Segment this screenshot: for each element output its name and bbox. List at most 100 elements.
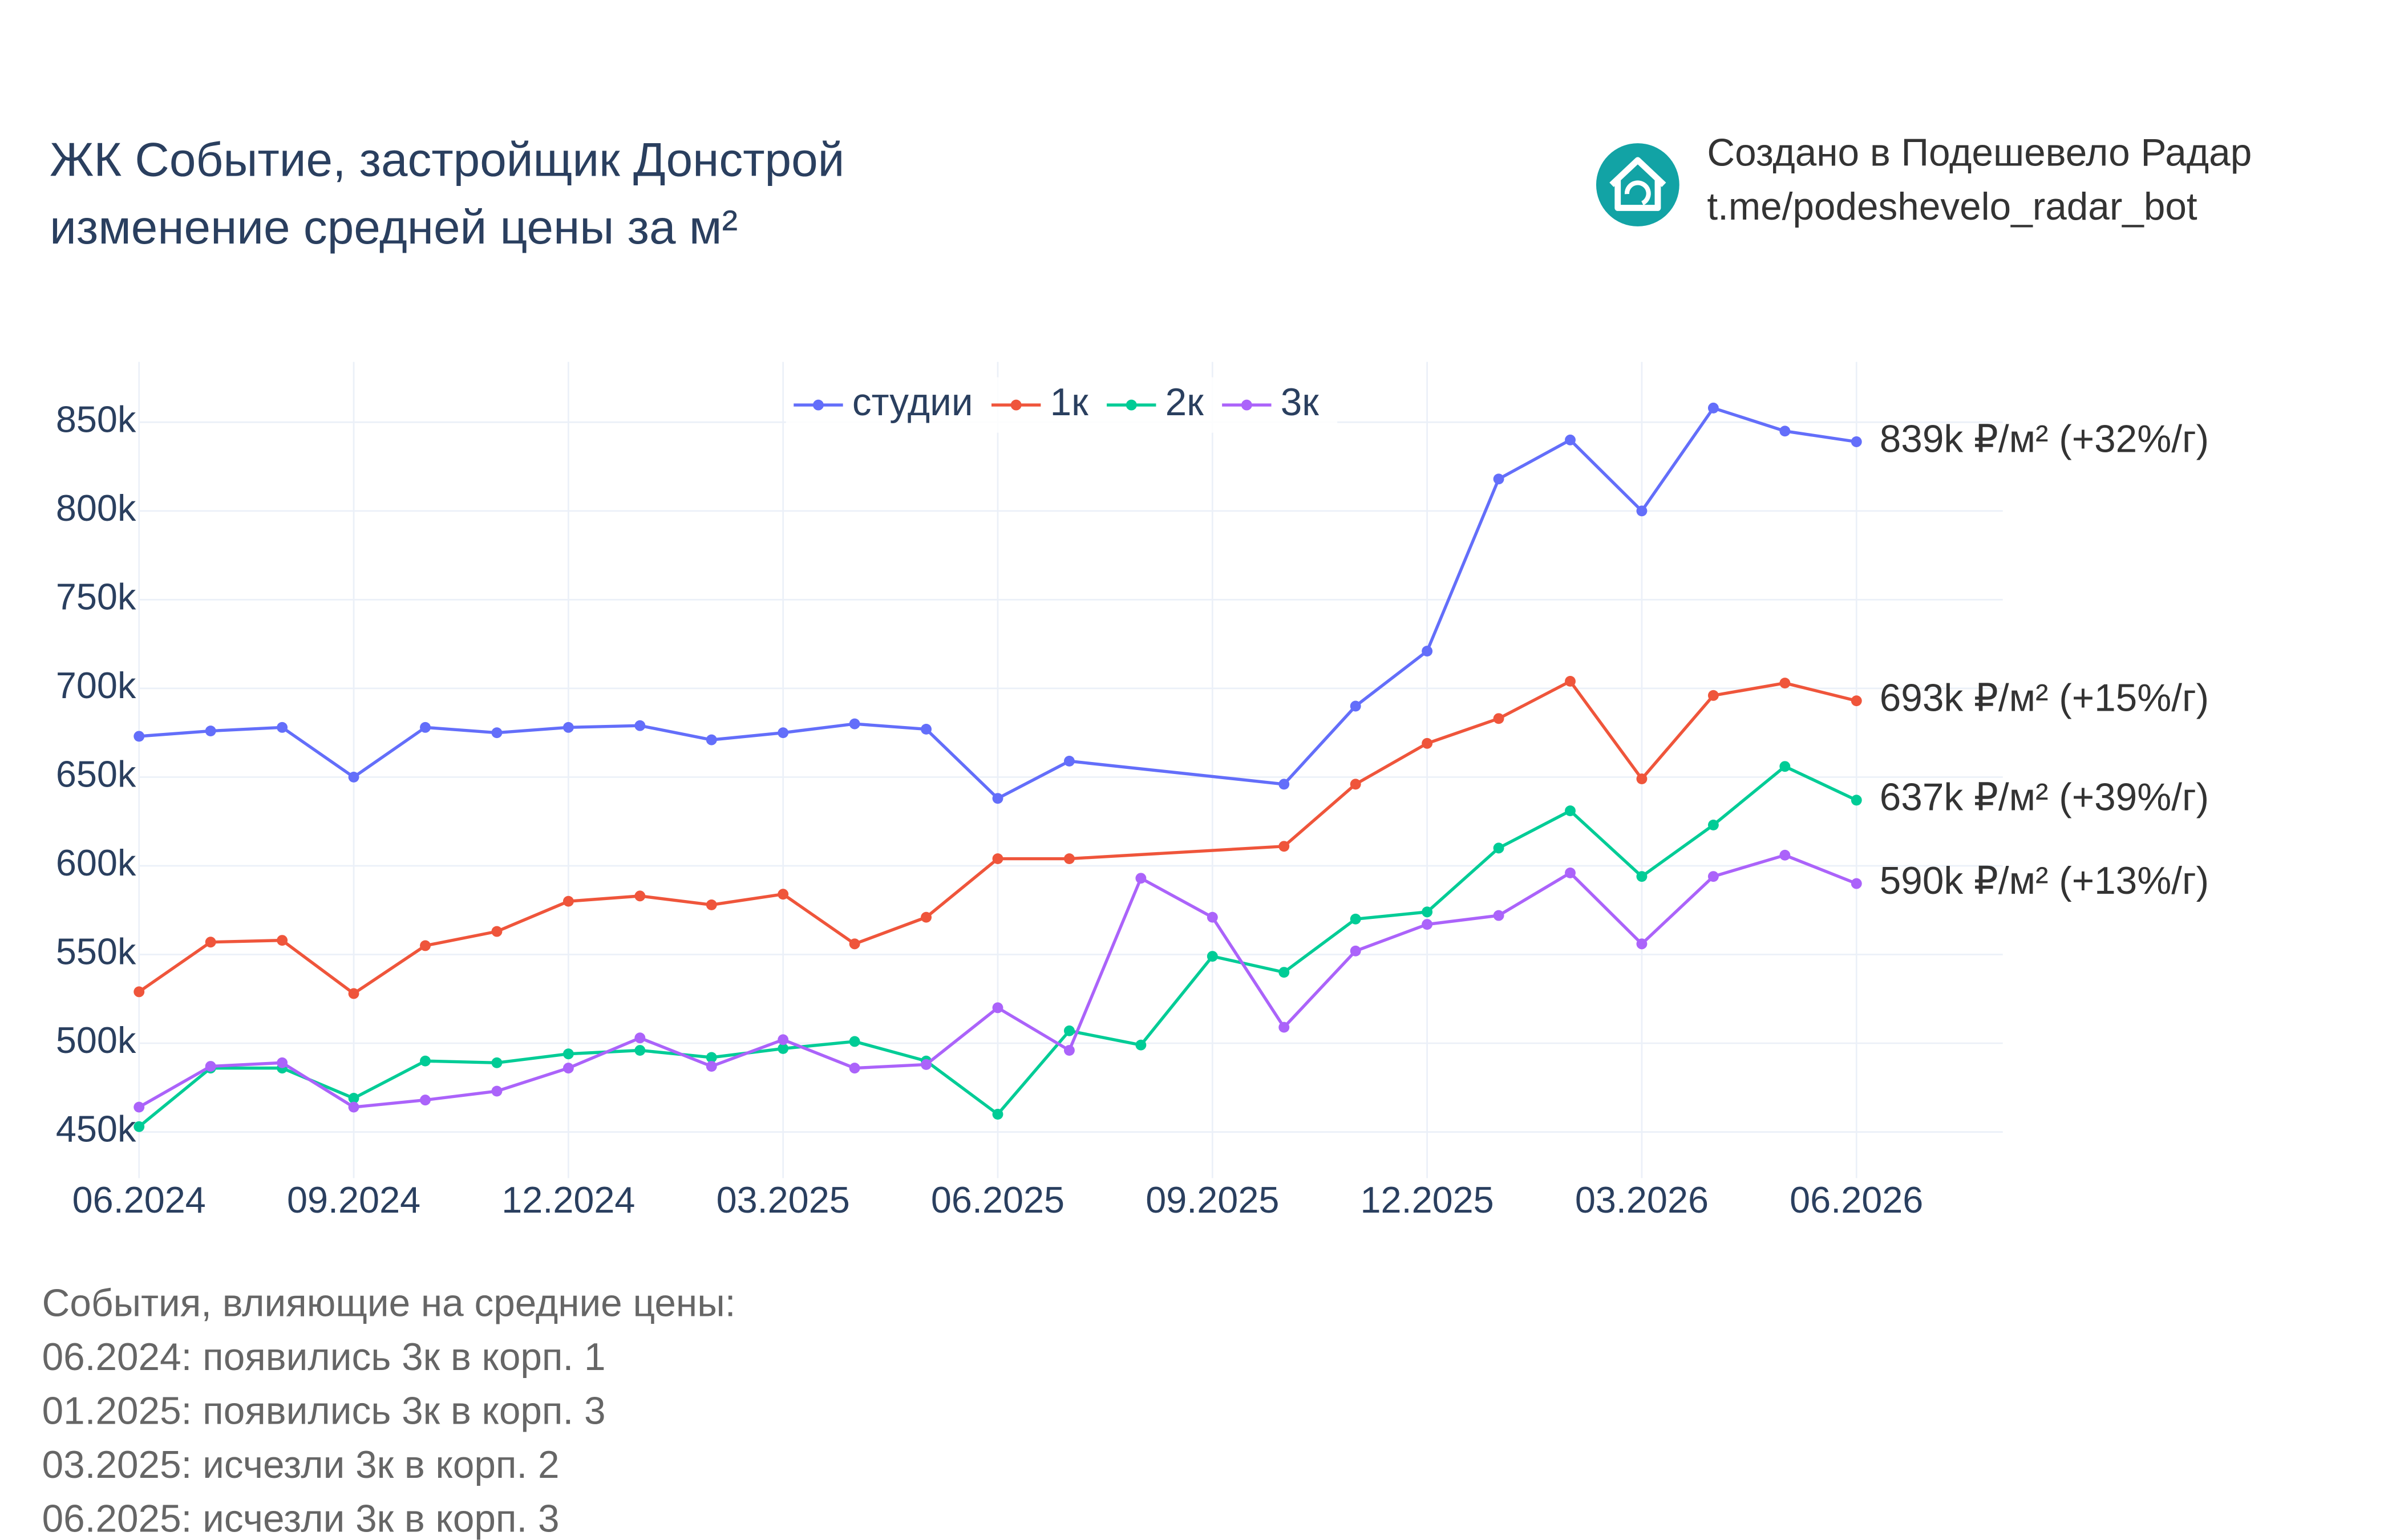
data-point bbox=[1851, 795, 1862, 806]
legend-marker bbox=[1126, 399, 1137, 411]
data-point bbox=[562, 722, 574, 733]
data-point bbox=[348, 1093, 359, 1104]
legend-marker bbox=[813, 399, 824, 411]
data-point bbox=[1135, 873, 1147, 884]
y-tick-label: 600k bbox=[56, 842, 136, 884]
data-point bbox=[706, 1052, 717, 1063]
data-point bbox=[348, 1101, 359, 1113]
data-point bbox=[921, 724, 932, 735]
y-tick-label: 550k bbox=[56, 931, 136, 972]
x-tick-label: 03.2026 bbox=[1575, 1179, 1709, 1221]
y-tick-label: 800k bbox=[56, 487, 136, 529]
data-point bbox=[491, 926, 503, 937]
data-point bbox=[992, 1002, 1003, 1014]
data-point bbox=[1707, 871, 1719, 882]
data-point bbox=[1779, 678, 1791, 689]
data-point bbox=[849, 1036, 860, 1047]
data-point bbox=[420, 1055, 431, 1067]
data-point bbox=[1350, 700, 1361, 712]
data-point bbox=[1422, 919, 1433, 930]
end-label: 693k ₽/м² (+15%/г) bbox=[1880, 677, 2209, 720]
data-point bbox=[491, 1057, 503, 1068]
credit: Создано в Подешевело Радар bbox=[1707, 132, 2252, 175]
x-tick-label: 12.2024 bbox=[501, 1179, 635, 1221]
data-point bbox=[1851, 436, 1862, 447]
data-point bbox=[1278, 967, 1290, 978]
x-tick-label: 09.2025 bbox=[1146, 1179, 1279, 1221]
y-tick-label: 850k bbox=[56, 398, 136, 440]
data-point bbox=[562, 1063, 574, 1074]
data-point bbox=[1779, 849, 1791, 861]
data-point bbox=[1063, 1045, 1075, 1056]
data-point bbox=[1278, 1022, 1290, 1033]
data-point bbox=[1779, 425, 1791, 437]
legend-marker bbox=[1010, 399, 1022, 411]
note: 03.2025: исчезли 3к в корп. 2 bbox=[42, 1444, 560, 1486]
data-point bbox=[1707, 402, 1719, 414]
y-tick-label: 500k bbox=[56, 1019, 136, 1061]
logo bbox=[1596, 143, 1679, 226]
data-point bbox=[205, 937, 216, 948]
data-point bbox=[992, 793, 1003, 804]
data-point bbox=[1207, 911, 1218, 923]
data-point bbox=[1350, 913, 1361, 925]
data-point bbox=[1063, 755, 1075, 767]
data-point bbox=[491, 727, 503, 739]
data-point bbox=[420, 722, 431, 733]
data-point bbox=[1636, 871, 1648, 882]
legend-label: 1к bbox=[1050, 381, 1089, 424]
y-tick-label: 700k bbox=[56, 664, 136, 706]
x-tick-label: 03.2025 bbox=[717, 1179, 850, 1221]
data-point bbox=[133, 986, 145, 998]
note: 06.2025: исчезли 3к в корп. 3 bbox=[42, 1497, 560, 1540]
note: 06.2024: появились 3к в корп. 1 bbox=[42, 1336, 606, 1379]
data-point bbox=[491, 1085, 503, 1097]
data-point bbox=[1565, 676, 1576, 687]
data-point bbox=[992, 1109, 1003, 1120]
data-point bbox=[778, 889, 789, 900]
y-tick-label: 750k bbox=[56, 576, 136, 617]
data-point bbox=[1707, 819, 1719, 830]
data-point bbox=[778, 1034, 789, 1045]
data-point bbox=[348, 988, 359, 999]
y-tick-label: 450k bbox=[56, 1108, 136, 1150]
data-point bbox=[634, 1032, 646, 1044]
chart-subtitle: изменение средней цены за м² bbox=[50, 200, 738, 254]
data-point bbox=[634, 720, 646, 731]
credit-link: t.me/podeshevelo_radar_bot bbox=[1707, 185, 2197, 228]
data-point bbox=[348, 771, 359, 783]
data-point bbox=[1565, 434, 1576, 445]
data-point bbox=[634, 890, 646, 902]
x-tick-label: 12.2025 bbox=[1361, 1179, 1494, 1221]
end-label: 637k ₽/м² (+39%/г) bbox=[1880, 776, 2209, 819]
data-point bbox=[706, 734, 717, 745]
data-point bbox=[706, 899, 717, 910]
legend: студии 1к 2к 3к bbox=[786, 377, 1338, 433]
data-point bbox=[1493, 713, 1504, 724]
data-point bbox=[277, 1057, 288, 1068]
data-point bbox=[706, 1061, 717, 1072]
data-point bbox=[1851, 695, 1862, 707]
data-point bbox=[277, 722, 288, 733]
y-tick-label: 650k bbox=[56, 753, 136, 795]
data-point bbox=[1063, 853, 1075, 864]
chart-title: ЖК Событие, застройщик Донстрой bbox=[50, 132, 844, 186]
data-point bbox=[1350, 945, 1361, 957]
data-point bbox=[921, 911, 932, 923]
data-point bbox=[205, 1061, 216, 1072]
data-point bbox=[1565, 867, 1576, 878]
data-point bbox=[420, 940, 431, 951]
data-point bbox=[1636, 938, 1648, 950]
notes-title: События, влияющие на средние цены: bbox=[42, 1282, 736, 1324]
data-point bbox=[1851, 878, 1862, 889]
data-point bbox=[1350, 779, 1361, 790]
data-point bbox=[1207, 951, 1218, 962]
data-point bbox=[1493, 473, 1504, 485]
data-point bbox=[1422, 737, 1433, 749]
data-point bbox=[133, 1101, 145, 1113]
data-point bbox=[562, 1048, 574, 1060]
data-point bbox=[1565, 805, 1576, 816]
data-point bbox=[921, 1059, 932, 1070]
data-point bbox=[778, 1043, 789, 1054]
